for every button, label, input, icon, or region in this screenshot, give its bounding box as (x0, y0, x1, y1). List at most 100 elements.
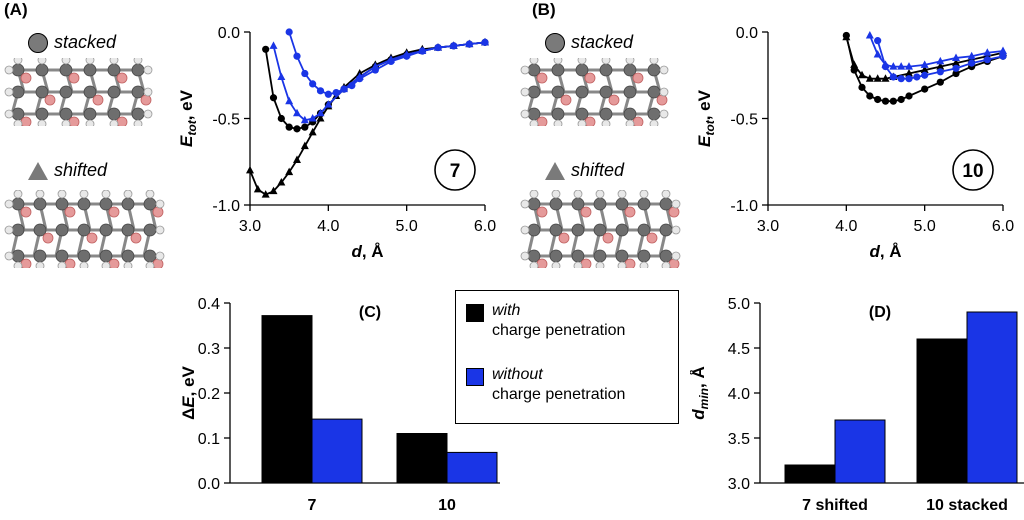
hydrogen-atom (577, 119, 587, 126)
y-tick-label: 5.0 (728, 296, 750, 313)
hydrogen-atom (520, 109, 530, 119)
carbon-atom (83, 63, 97, 77)
data-point-triangle (865, 30, 874, 39)
chart-title: (C) (359, 304, 381, 321)
triangle-marker-icon (28, 161, 48, 180)
red-atom (668, 258, 680, 268)
carbon-atom (99, 223, 113, 237)
red-atom (624, 206, 636, 218)
hydrogen-atom (13, 261, 23, 268)
hydrogen-atom (671, 225, 681, 235)
data-point-triangle (952, 58, 960, 67)
data-point-triangle (434, 43, 442, 51)
data-point-circle (881, 97, 890, 105)
hydrogen-atom (85, 58, 95, 65)
hydrogen-atom (625, 119, 635, 126)
hydrogen-atom (143, 65, 153, 75)
shifted-molecule-image-a (4, 190, 165, 268)
bar (834, 419, 886, 484)
data-point-circle (874, 37, 882, 45)
hydrogen-atom (155, 251, 165, 261)
data-point-circle (301, 69, 309, 78)
bar (966, 311, 1018, 484)
hydrogen-atom (13, 58, 23, 65)
hydrogen-atom (659, 65, 669, 75)
x-tick-label: 3.0 (239, 218, 261, 235)
x-axis-title: d, Å (869, 242, 901, 261)
red-atom (584, 72, 596, 84)
x-tick-label: 5.0 (914, 218, 936, 235)
carbon-atom (637, 223, 651, 237)
hydrogen-atom (671, 199, 681, 209)
data-point-circle (936, 78, 944, 86)
carbon-atom (549, 197, 563, 211)
data-point-triangle (865, 74, 874, 82)
data-point-circle (999, 52, 1007, 60)
hydrogen-atom (639, 261, 649, 268)
stacked-legend-b: stacked (545, 32, 633, 53)
hydrogen-atom (4, 87, 14, 97)
red-atom (602, 232, 614, 244)
data-point-triangle (920, 65, 929, 74)
red-atom (536, 206, 548, 218)
hydrogen-atom (4, 199, 14, 209)
stacked-legend-a: stacked (28, 32, 116, 53)
data-point-circle (285, 28, 293, 36)
category-label: 10 stacked (926, 497, 1008, 514)
hydrogen-atom (601, 58, 611, 65)
carbon-atom (647, 63, 661, 77)
data-point-triangle (983, 48, 992, 56)
hydrogen-atom (145, 261, 155, 268)
hydrogen-atom (659, 109, 669, 119)
data-point-circle (301, 123, 309, 131)
hydrogen-atom (61, 119, 71, 126)
hydrogen-atom (133, 119, 143, 126)
carbon-atom (615, 223, 629, 237)
carbon-atom (33, 197, 47, 211)
y-tick-label: -1.0 (212, 198, 240, 215)
data-point-triangle (371, 62, 380, 70)
carbon-atom (55, 223, 69, 237)
hydrogen-atom (61, 58, 71, 65)
x-tick-label: 4.0 (835, 218, 857, 235)
stacked-molecule-image-a (4, 58, 153, 126)
carbon-atom (107, 85, 121, 99)
hydrogen-atom (4, 251, 14, 261)
carbon-atom (121, 197, 135, 211)
red-atom (20, 72, 32, 84)
hydrogen-atom (520, 251, 530, 261)
hydrogen-atom (520, 87, 530, 97)
carbon-atom (77, 223, 91, 237)
legend-with-italic: with (492, 302, 521, 319)
data-point-triangle (889, 62, 898, 70)
red-atom (92, 94, 104, 106)
data-point-circle (285, 123, 293, 131)
hydrogen-atom (520, 199, 530, 209)
data-point-triangle (300, 115, 309, 124)
y-tick-label: -0.5 (212, 112, 240, 129)
hydrogen-atom (551, 190, 561, 199)
y-axis-title: dmin, Å (690, 366, 711, 419)
hydrogen-atom (601, 119, 611, 126)
circle-marker-icon (545, 32, 565, 53)
hydrogen-atom (109, 119, 119, 126)
data-point-circle (309, 80, 317, 88)
carbon-atom (637, 197, 651, 211)
y-tick-label: 4.0 (728, 386, 750, 403)
data-point-triangle (316, 108, 325, 117)
data-point-triangle (873, 74, 882, 82)
y-tick-label: 0.4 (198, 296, 220, 313)
hydrogen-atom (143, 87, 153, 97)
data-point-triangle (905, 69, 913, 77)
hydrogen-atom (639, 190, 649, 199)
data-point-triangle (269, 41, 278, 49)
hydrogen-atom (4, 109, 14, 119)
red-atom (42, 232, 54, 244)
hydrogen-atom (625, 58, 635, 65)
y-tick-label: 0.3 (198, 341, 220, 358)
data-point-triangle (449, 41, 458, 49)
carbon-atom (527, 85, 541, 99)
red-atom (64, 258, 76, 268)
data-point-triangle (920, 60, 929, 68)
carbon-atom (33, 223, 47, 237)
